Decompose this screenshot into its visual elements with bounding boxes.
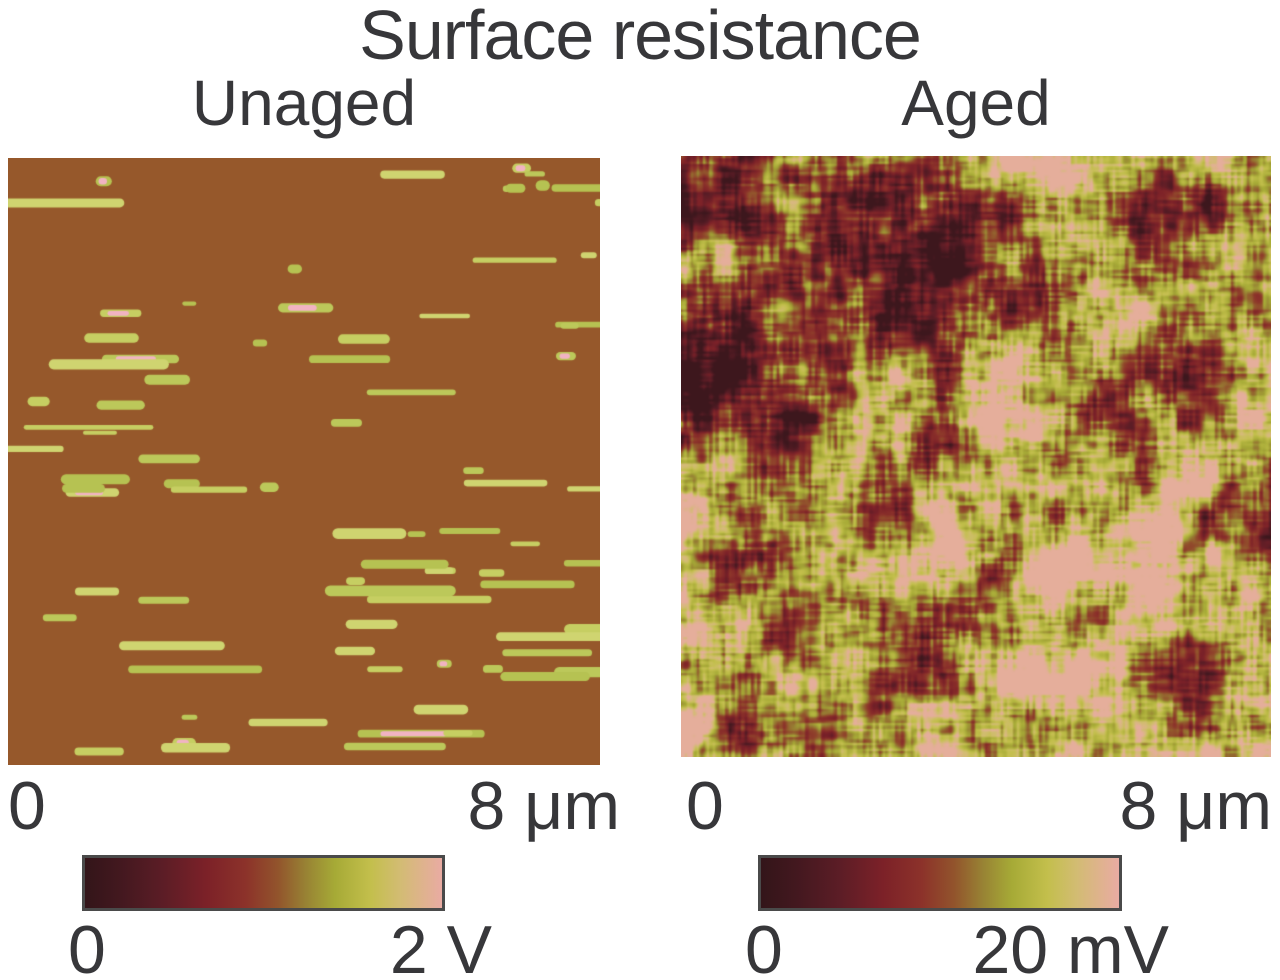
aged-x-axis: 0 8 μm [686, 772, 1272, 840]
unaged-colorbar-labels: 0 2 V [68, 916, 492, 980]
aged-colorbar [758, 855, 1122, 911]
unaged-heatmap-image [8, 158, 600, 765]
panel-label-aged: Aged [901, 67, 1051, 139]
unaged-colorbar-max-label: 2 V [389, 912, 492, 980]
unaged-axis-max-label: 8 μm [467, 768, 620, 844]
aged-colorbar-max-label: 20 mV [972, 912, 1169, 980]
aged-axis-max-label: 8 μm [1119, 768, 1272, 844]
unaged-colorbar-min-label: 0 [68, 912, 106, 980]
figure-title: Surface resistance [359, 0, 922, 74]
aged-colorbar-min-label: 0 [745, 912, 783, 980]
panel-label-unaged: Unaged [191, 67, 417, 139]
unaged-x-axis: 0 8 μm [8, 772, 620, 840]
unaged-axis-min-label: 0 [8, 768, 46, 844]
unaged-colorbar [82, 855, 445, 911]
aged-axis-min-label: 0 [686, 768, 724, 844]
aged-heatmap-image [681, 156, 1271, 757]
aged-colorbar-labels: 0 20 mV [745, 916, 1169, 980]
